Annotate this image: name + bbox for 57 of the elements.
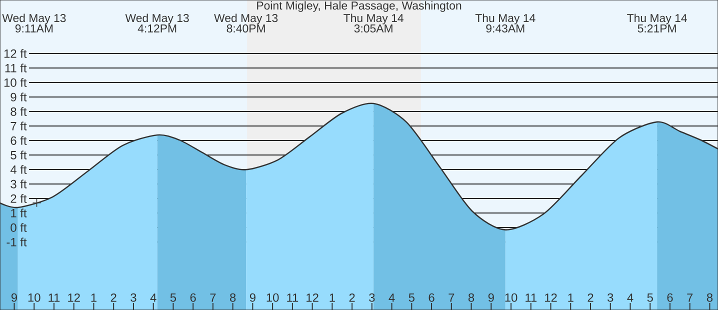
x-tick-label: 7	[448, 294, 454, 302]
x-tick-label: 11	[526, 294, 537, 302]
x-tick-label: 1	[330, 294, 335, 302]
y-tick-label: 5 ft	[10, 150, 27, 160]
x-tick-label: 5	[408, 293, 414, 302]
x-tick-label: 3	[130, 293, 136, 302]
annotation: Thu May 14 9:43AM	[475, 14, 536, 32]
x-tick-label: 1	[91, 294, 96, 302]
x-tick-label: 10	[505, 293, 518, 302]
y-tick-label: 11 ft	[5, 64, 27, 72]
y-tick-label: 3 ft	[10, 180, 27, 188]
y-tick-label: 7 ft	[10, 122, 27, 130]
y-tick-label: 10 ft	[4, 78, 27, 87]
x-tick-label: 8	[468, 293, 474, 302]
y-tick-label: 2 ft	[10, 194, 27, 203]
x-tick-label: 10	[28, 293, 40, 302]
x-tick-label: 6	[190, 293, 196, 302]
x-tick-label: 5	[170, 293, 176, 302]
x-tick-label: 4	[388, 294, 395, 302]
chart-title: Point Migley, Hale Passage, Washington	[257, 1, 462, 12]
x-tick-label: 6	[428, 293, 434, 302]
x-tick-label: 10	[266, 293, 279, 302]
annotation: Wed May 13 8:40PM	[214, 14, 278, 32]
x-tick-label: 5	[647, 293, 653, 302]
x-tick-label: 11	[287, 294, 298, 302]
x-tick-label: 12	[306, 293, 318, 302]
x-tick-label: 9	[488, 293, 494, 302]
x-tick-label: 2	[588, 293, 594, 302]
y-tick-label: 12 ft	[4, 49, 27, 58]
x-tick-label: 11	[48, 294, 60, 302]
x-tick-label: 12	[545, 293, 557, 302]
annotation: Thu May 14 3:05AM	[344, 14, 404, 32]
x-tick-label: 9	[11, 293, 17, 302]
annotation: Thu May 14 5:21PM	[627, 14, 687, 32]
x-tick-label: 4	[627, 294, 634, 302]
y-tick-label: 8 ft	[10, 107, 27, 116]
y-tick-label: 1 ft	[11, 208, 27, 218]
x-tick-label: 7	[687, 294, 693, 302]
y-tick-label: 9 ft	[10, 92, 27, 102]
x-tick-label: 8	[706, 293, 713, 302]
x-tick-label: 1	[568, 294, 574, 302]
x-tick-label: 9	[250, 293, 256, 302]
annotation: Wed May 13 4:12PM	[125, 14, 189, 32]
y-tick-label: 6 ft	[10, 136, 27, 145]
x-tick-label: 4	[150, 294, 156, 302]
y-tick-label: 0 ft	[10, 223, 27, 232]
y-tick-label: 4 ft	[10, 165, 27, 174]
y-tick-label: -1 ft	[6, 238, 27, 246]
x-tick-label: 12	[68, 293, 80, 302]
x-tick-label: 7	[210, 294, 216, 302]
x-tick-label: 2	[349, 293, 355, 302]
x-tick-label: 8	[230, 293, 236, 302]
x-tick-label: 2	[110, 293, 116, 302]
x-tick-label: 6	[667, 293, 673, 302]
x-tick-label: 3	[608, 293, 614, 302]
annotation: Wed May 13 9:11AM	[2, 14, 66, 32]
x-tick-label: 3	[369, 293, 375, 302]
